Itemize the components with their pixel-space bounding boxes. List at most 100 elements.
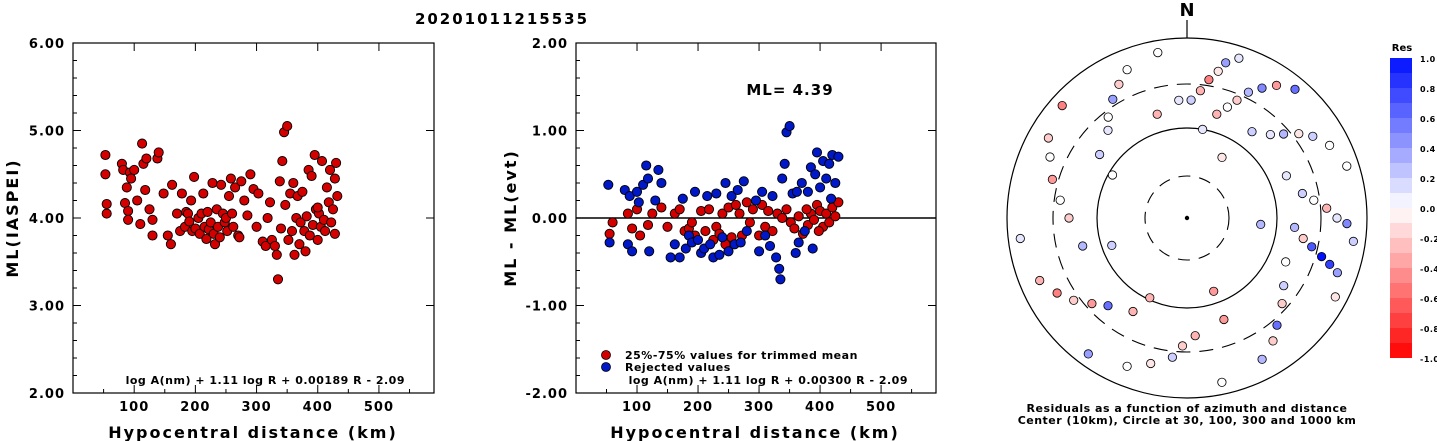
station-point [1177, 341, 1188, 351]
panel2-point [790, 247, 801, 259]
station-point [1108, 94, 1118, 104]
station-point [1247, 127, 1257, 137]
colorbar-title: Res [1392, 43, 1412, 54]
panel2-ytick-label: -1.00 [526, 300, 568, 315]
panel1-point [135, 219, 146, 230]
panel2-xlabel: Hypocentral distance (km) [610, 423, 900, 441]
panel2-point [732, 184, 743, 196]
panel2-point [686, 217, 697, 228]
legend-marker-trimmed [601, 350, 611, 360]
panel1-point [301, 211, 312, 222]
station-point [1103, 125, 1113, 135]
station-point [1322, 203, 1332, 213]
circle-300km [1052, 83, 1322, 353]
panel2-point [692, 234, 704, 245]
panel2-point [824, 217, 835, 228]
panel2-point [747, 204, 758, 215]
panel2-point [796, 177, 807, 189]
panel1-point [245, 169, 256, 180]
panel1-point [100, 149, 111, 161]
panel2-point [821, 208, 832, 219]
station-point [1043, 133, 1054, 143]
panel1-point [269, 240, 280, 252]
panel2-point [656, 202, 667, 213]
station-point [1297, 188, 1308, 199]
panel2-point [703, 204, 715, 215]
panel2-xtick-label: 500 [866, 400, 896, 415]
station-point [1128, 306, 1138, 317]
panel2-point [653, 164, 664, 175]
station-point [1271, 80, 1282, 91]
station-point [1222, 102, 1233, 112]
panel1-point [282, 121, 293, 132]
panel2-point [784, 121, 795, 132]
panel1-point [321, 182, 332, 193]
panel2-xtick-label: 100 [622, 400, 652, 415]
panel2-point [680, 243, 691, 254]
panel1-xtick-label: 300 [241, 400, 271, 415]
panel2-point [775, 274, 786, 285]
station-point [1281, 257, 1291, 267]
panel2-point [644, 246, 655, 257]
center-dot [1184, 215, 1190, 221]
panel2-point [807, 243, 818, 254]
panel2-point [777, 212, 788, 224]
station-point [1265, 130, 1276, 140]
station-point [1122, 65, 1132, 75]
panel1-point [121, 182, 132, 193]
panel1-xtick-label: 100 [119, 400, 149, 415]
panel1-point [297, 186, 308, 197]
station-point [1167, 352, 1178, 362]
colorbar-swatch [1390, 103, 1412, 118]
panel1-point [227, 208, 238, 219]
station-point [1257, 83, 1267, 93]
panel2-point [723, 246, 734, 257]
station-point [1232, 95, 1242, 105]
station-point [1107, 240, 1117, 250]
panel2-ytick-label: 1.00 [532, 125, 568, 140]
panel2-ylabel: ML - ML(evt) [501, 149, 520, 287]
station-point [1342, 161, 1352, 171]
station-point [1146, 358, 1156, 369]
panel1-ytick-label: 2.00 [29, 387, 65, 402]
station-point [1015, 233, 1025, 244]
panel2-point [642, 219, 654, 231]
residual-colorbar: Res 1.0 0.8 0.6 0.4 0.2 0.0 -0.2 -0.4 -0.6 -0.8 -1… [1390, 43, 1437, 364]
panel1-point [201, 233, 212, 245]
panel1-point [126, 173, 137, 184]
panel2-point [813, 226, 824, 237]
panel2-point [810, 169, 821, 180]
panel2-xtick-label: 300 [744, 400, 774, 415]
panel1-point [207, 177, 218, 189]
station-point [1069, 295, 1079, 305]
panel1-point [316, 156, 328, 167]
panel2-point [711, 188, 722, 199]
panel2-point [815, 182, 826, 193]
panel2-point [726, 191, 737, 202]
panel1-point [189, 171, 200, 182]
station-point [1064, 213, 1074, 223]
panel1-point [223, 191, 235, 202]
colorbar-swatch [1390, 328, 1412, 343]
panel2-point [802, 186, 813, 197]
colorbar-swatch [1390, 133, 1412, 148]
colorbar-swatch [1390, 148, 1412, 163]
panel1-point [209, 239, 221, 250]
panel1-point [251, 221, 262, 232]
panel1-point [171, 208, 183, 219]
colorbar-swatch [1390, 298, 1412, 313]
colorbar-swatch [1390, 268, 1412, 283]
panel2-point [793, 237, 804, 248]
panel2-point [826, 193, 837, 204]
panel1-point [194, 228, 205, 239]
panel1-point [176, 188, 187, 199]
panel1-points [100, 121, 343, 285]
north-label: N [1179, 0, 1194, 21]
panel1-xtick-label: 500 [364, 400, 394, 415]
panel2-point [799, 226, 810, 237]
panel2-ytick-label: 0.00 [532, 212, 568, 227]
panel2-ytick-label: -2.00 [526, 387, 568, 402]
panel1-point [253, 188, 264, 199]
panel1-point [239, 195, 250, 206]
station-point [1212, 109, 1222, 119]
